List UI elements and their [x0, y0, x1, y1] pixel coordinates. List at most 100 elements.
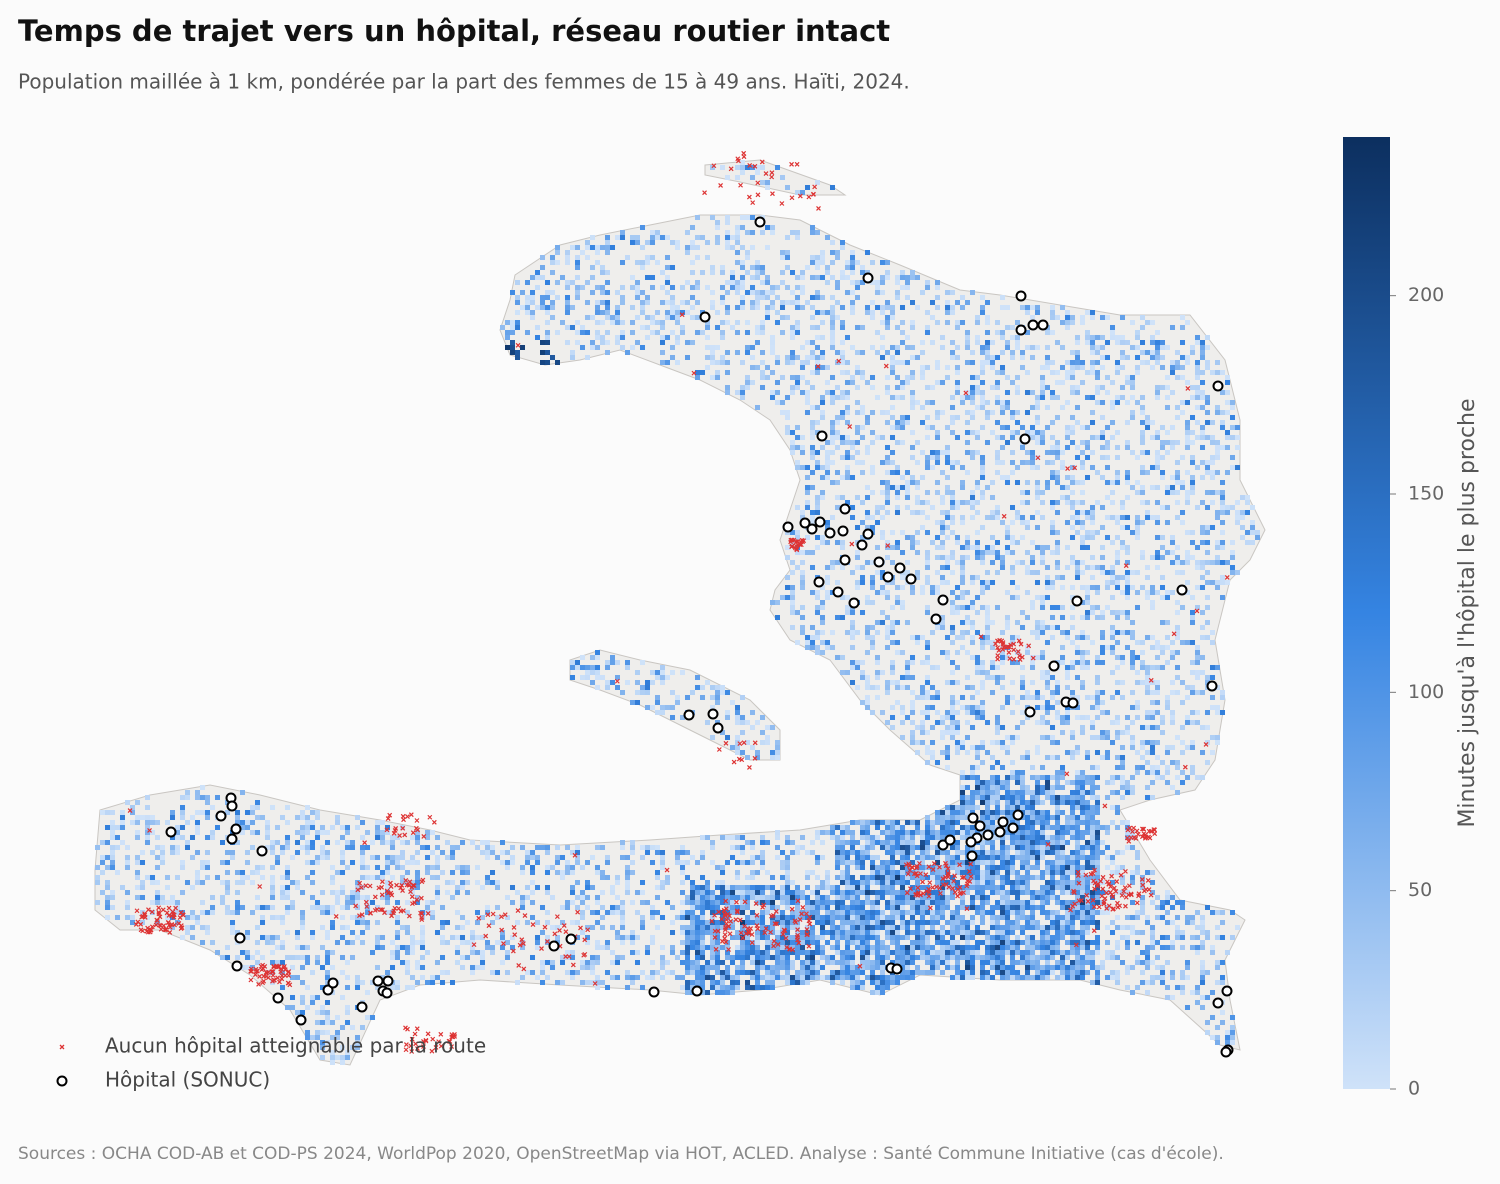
cell — [990, 515, 995, 520]
cell — [750, 885, 755, 890]
cell — [735, 735, 740, 740]
cell — [1110, 490, 1115, 495]
cell — [1145, 770, 1150, 775]
cell — [995, 850, 1000, 855]
cell — [895, 840, 900, 845]
cell — [680, 325, 685, 330]
cell — [515, 280, 520, 285]
cell — [965, 470, 970, 475]
cell — [1030, 830, 1035, 835]
cell — [1205, 395, 1210, 400]
cell — [660, 855, 665, 860]
cell — [945, 535, 950, 540]
cell — [840, 595, 845, 600]
cell — [765, 365, 770, 370]
cell — [1140, 650, 1145, 655]
cell — [1100, 400, 1105, 405]
cell — [1145, 750, 1150, 755]
cell — [1065, 520, 1070, 525]
cell — [830, 560, 835, 565]
cell — [1130, 450, 1135, 455]
cell — [930, 705, 935, 710]
cell — [1010, 595, 1015, 600]
cell — [910, 405, 915, 410]
cell — [670, 285, 675, 290]
cell — [1200, 435, 1205, 440]
cell — [360, 850, 365, 855]
cell — [555, 245, 560, 250]
cell — [920, 690, 925, 695]
cell — [1060, 785, 1065, 790]
cell — [900, 865, 905, 870]
cell — [335, 890, 340, 895]
cell — [725, 860, 730, 865]
cell — [1175, 555, 1180, 560]
cell — [665, 315, 670, 320]
cell — [1010, 770, 1015, 775]
cell — [945, 885, 950, 890]
cell — [785, 300, 790, 305]
cell — [1215, 735, 1220, 740]
cell — [270, 840, 275, 845]
cell — [865, 850, 870, 855]
cell — [1165, 450, 1170, 455]
cell — [1085, 790, 1090, 795]
cell — [875, 350, 880, 355]
cell — [1025, 815, 1030, 820]
cell — [1095, 795, 1100, 800]
cell — [1000, 705, 1005, 710]
cell — [920, 870, 925, 875]
cell — [175, 845, 180, 850]
cell — [1115, 430, 1120, 435]
cell — [780, 270, 785, 275]
cell — [985, 865, 990, 870]
cell — [820, 880, 825, 885]
cell — [1100, 445, 1105, 450]
cell — [810, 370, 815, 375]
cell — [1205, 725, 1210, 730]
cell — [870, 580, 875, 585]
cell — [830, 315, 835, 320]
cell — [1190, 540, 1195, 545]
cell — [1000, 520, 1005, 525]
cell — [875, 670, 880, 675]
cell — [1135, 455, 1140, 460]
cell — [1020, 785, 1025, 790]
cell — [1070, 730, 1075, 735]
cell — [820, 255, 825, 260]
cell — [850, 515, 855, 520]
cell — [985, 885, 990, 890]
cell — [155, 820, 160, 825]
cell — [790, 840, 795, 845]
cell — [235, 840, 240, 845]
cell — [775, 750, 780, 755]
cell — [1120, 385, 1125, 390]
cell — [1045, 365, 1050, 370]
cell — [805, 355, 810, 360]
cell — [1100, 710, 1105, 715]
cell — [1065, 630, 1070, 635]
cell — [795, 425, 800, 430]
cell — [1030, 680, 1035, 685]
cell — [975, 750, 980, 755]
cell — [175, 835, 180, 840]
cell — [1115, 630, 1120, 635]
cell — [555, 295, 560, 300]
cell — [910, 820, 915, 825]
cell — [905, 490, 910, 495]
cell — [1200, 355, 1205, 360]
cell — [835, 250, 840, 255]
cell — [740, 885, 745, 890]
cell — [1050, 690, 1055, 695]
cell — [1050, 880, 1055, 885]
cell — [1175, 360, 1180, 365]
cell — [850, 375, 855, 380]
cell — [790, 230, 795, 235]
cell — [775, 380, 780, 385]
cell — [800, 605, 805, 610]
cell — [1005, 530, 1010, 535]
cell — [1090, 420, 1095, 425]
cell — [680, 850, 685, 855]
cell — [935, 720, 940, 725]
cell — [1190, 530, 1195, 535]
